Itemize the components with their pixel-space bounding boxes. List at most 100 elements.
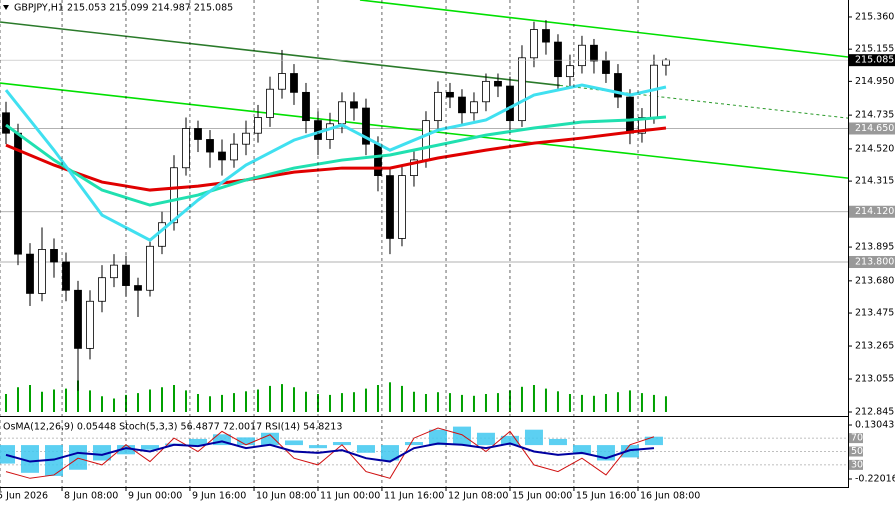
osma-bar xyxy=(92,445,111,461)
candle-body xyxy=(338,101,346,125)
candle-body xyxy=(38,249,46,294)
y-tick-label: 213.265 xyxy=(855,341,894,352)
osma-bar xyxy=(68,445,87,470)
candle-body xyxy=(614,73,622,98)
x-tick-label: 10 Jun 08:00 xyxy=(256,491,316,502)
candle-body xyxy=(86,300,94,349)
x-tick-label: 5 Jun 2026 xyxy=(0,491,48,502)
osma-bar xyxy=(404,442,423,446)
candle-body xyxy=(230,143,238,161)
candle-body xyxy=(422,120,430,161)
candle-body xyxy=(530,29,538,59)
candle-body xyxy=(2,112,10,134)
candle-body xyxy=(638,117,646,134)
osma-bar xyxy=(644,436,663,446)
y-tick-label: 213.475 xyxy=(855,308,894,319)
candle-body xyxy=(302,91,310,122)
candle-body xyxy=(146,245,154,291)
osma-bar xyxy=(572,445,591,455)
level-label: 213.800 xyxy=(855,256,894,267)
candle-body xyxy=(434,91,442,122)
candle-body xyxy=(566,65,574,78)
candle-body xyxy=(578,44,586,67)
indicator-header: OsMA(12,26,9) 0.05448 Stoch(5,3,3) 56.48… xyxy=(3,422,342,433)
osma-bar xyxy=(524,429,543,446)
level-label-box xyxy=(849,205,895,218)
osc-tick-label: 70 xyxy=(851,433,863,444)
candle-body xyxy=(50,249,58,263)
candle-body xyxy=(446,91,454,98)
osma-bar xyxy=(548,438,567,446)
candle-body xyxy=(254,117,262,134)
candle-body xyxy=(206,139,214,153)
x-tick-label: 8 Jun 08:00 xyxy=(64,491,118,502)
candle-body xyxy=(182,128,190,169)
candle-body xyxy=(626,96,634,134)
candle-body xyxy=(554,41,562,78)
moving-average xyxy=(5,126,667,192)
candle-body xyxy=(410,159,418,177)
osc-tick-label: 30 xyxy=(851,459,863,470)
trendline xyxy=(0,21,561,87)
osma-tick-label: -0.22016 xyxy=(855,474,895,485)
candle-body xyxy=(290,73,298,93)
y-tick-label: 214.520 xyxy=(855,143,894,154)
osma-bar xyxy=(500,435,519,446)
candle-body xyxy=(266,88,274,118)
osma-bar xyxy=(380,445,399,461)
candle-body xyxy=(170,167,178,224)
candle-body xyxy=(398,175,406,239)
candle-body xyxy=(326,123,334,140)
level-label: 214.120 xyxy=(855,206,894,217)
y-tick-label: 213.895 xyxy=(855,242,894,253)
y-tick-label: 214.950 xyxy=(855,76,894,87)
candle-body xyxy=(494,80,502,87)
x-tick-label: 15 Jun 00:00 xyxy=(512,491,572,502)
candle-body xyxy=(218,151,226,161)
trendline xyxy=(359,0,848,58)
osma-bar xyxy=(332,442,351,446)
x-tick-label: 11 Jun 00:00 xyxy=(320,491,380,502)
candle-body xyxy=(386,175,394,239)
osma-bar xyxy=(20,445,39,473)
candle-body xyxy=(350,101,358,109)
osc-tick-box xyxy=(849,459,863,470)
osma-bar xyxy=(260,432,279,446)
moving-average xyxy=(5,115,667,207)
rsi-line xyxy=(5,440,655,463)
y-tick-label: 213.055 xyxy=(855,374,894,385)
osma-bar xyxy=(428,429,447,446)
title-arrow xyxy=(3,5,9,10)
candle-body xyxy=(98,277,106,302)
level-label-box xyxy=(849,255,895,268)
y-tick-label: 212.845 xyxy=(855,407,894,418)
candle-body xyxy=(134,285,142,291)
x-tick-label: 15 Jun 16:00 xyxy=(576,491,636,502)
x-tick-label: 16 Jun 08:00 xyxy=(640,491,700,502)
osma-bar xyxy=(620,445,639,458)
candle-body xyxy=(602,60,610,74)
candle-body xyxy=(374,143,382,177)
level-label: 214.650 xyxy=(855,123,894,134)
osma-bar xyxy=(116,445,135,455)
candle-body xyxy=(470,101,478,114)
y-tick-label: 215.360 xyxy=(855,11,894,22)
osc-tick-label: 50 xyxy=(851,446,863,457)
osma-bar xyxy=(188,438,207,446)
osc-tick-box xyxy=(849,433,863,444)
candle-body xyxy=(62,261,70,291)
candle-body xyxy=(242,132,250,145)
candle-body xyxy=(662,59,670,66)
moving-average xyxy=(4,83,667,242)
osma-bar xyxy=(452,426,471,446)
level-label-box xyxy=(849,122,895,135)
osma-bar xyxy=(476,432,495,446)
x-tick-label: 12 Jun 08:00 xyxy=(448,491,508,502)
osma-bar xyxy=(140,445,159,450)
osma-bar xyxy=(236,437,255,446)
candle-body xyxy=(542,29,550,43)
candle-body xyxy=(110,264,118,279)
y-tick-label: 214.315 xyxy=(855,176,894,187)
candle-body xyxy=(458,96,466,114)
